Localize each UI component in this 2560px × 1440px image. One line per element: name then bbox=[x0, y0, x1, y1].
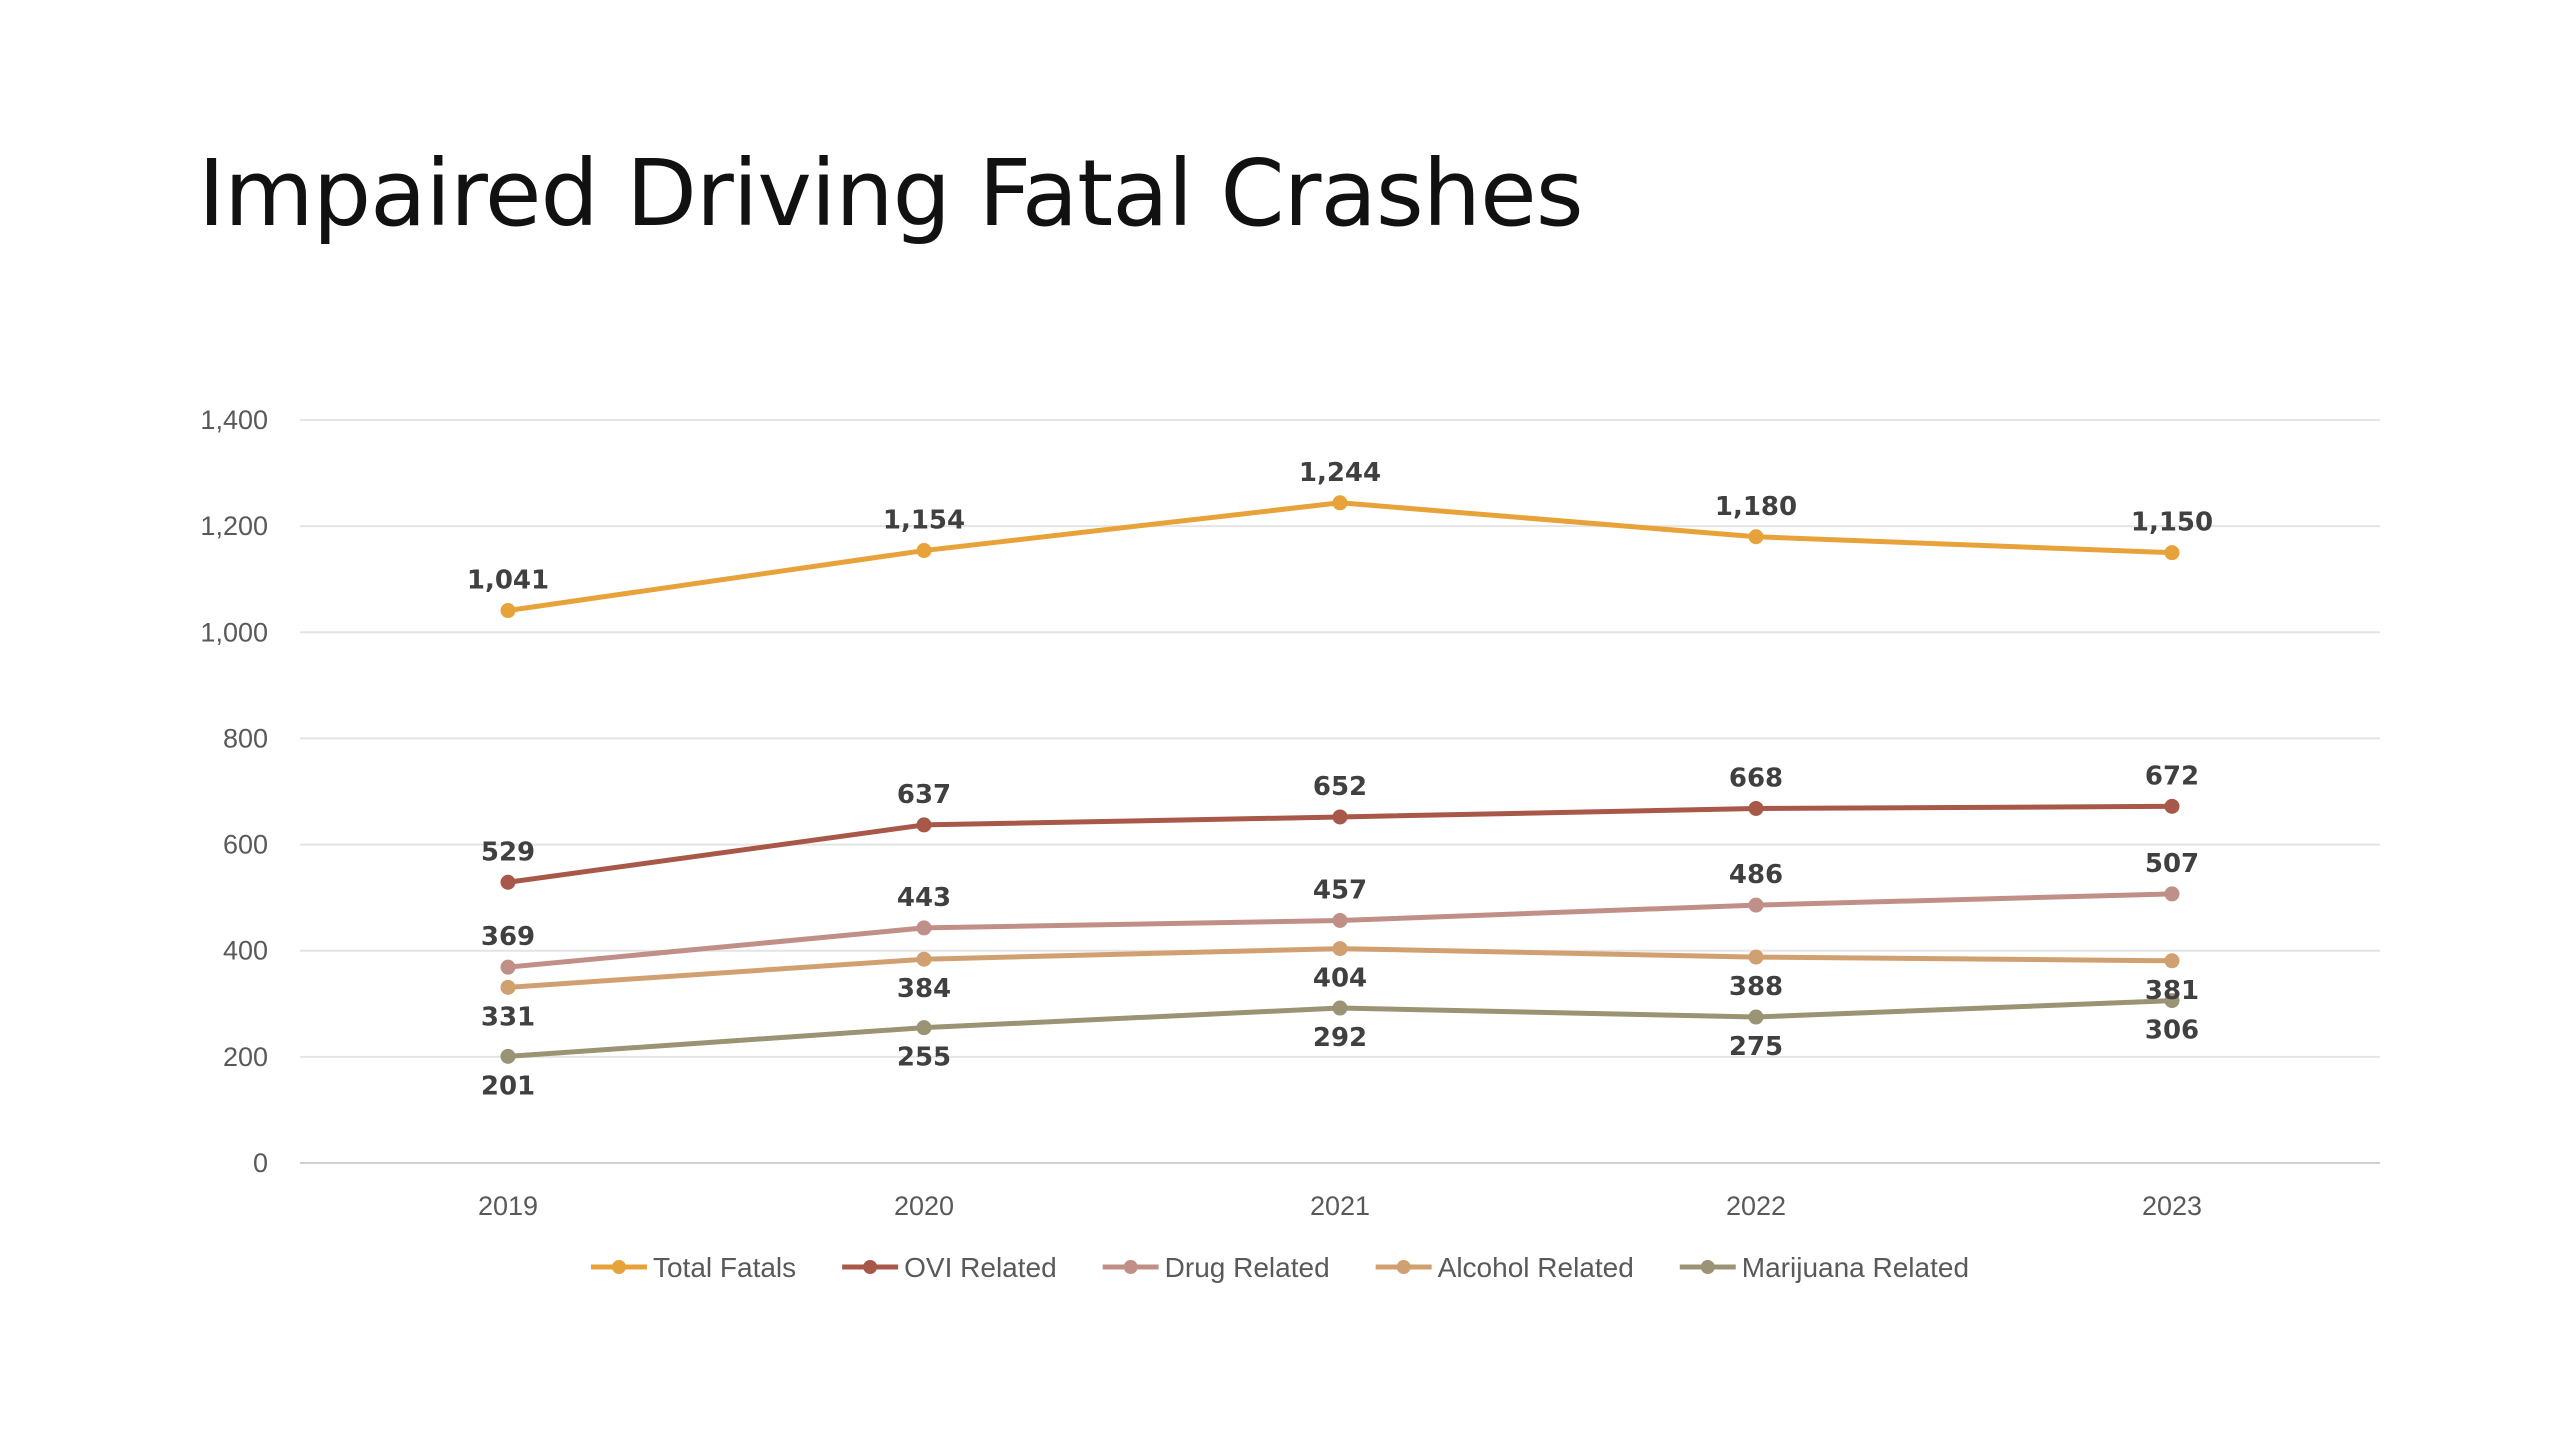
legend-item: Drug Related bbox=[1102, 1252, 1330, 1283]
data-point bbox=[1748, 800, 1764, 816]
data-point bbox=[500, 979, 516, 995]
data-label: 1,180 bbox=[1715, 492, 1797, 522]
data-label: 404 bbox=[1313, 964, 1367, 994]
data-label: 529 bbox=[481, 837, 535, 867]
x-tick-label: 2019 bbox=[478, 1191, 538, 1221]
data-point bbox=[916, 543, 932, 559]
legend-item: Total Fatals bbox=[590, 1252, 796, 1283]
legend-marker bbox=[1700, 1260, 1715, 1274]
legend: Total Fatals OVI Related Drug Related Alcoh… bbox=[590, 1252, 1969, 1283]
data-label: 255 bbox=[897, 1043, 951, 1073]
legend-item: OVI Related bbox=[842, 1252, 1057, 1283]
y-tick-label: 800 bbox=[223, 723, 268, 753]
y-tick-label: 1,200 bbox=[200, 511, 268, 541]
y-tick-label: 600 bbox=[223, 830, 268, 860]
data-label: 443 bbox=[897, 883, 951, 913]
legend-marker bbox=[863, 1260, 878, 1274]
series-line bbox=[505, 500, 2175, 614]
y-tick-label: 0 bbox=[253, 1148, 268, 1178]
x-tick-label: 2020 bbox=[894, 1191, 954, 1221]
y-tick-label: 1,400 bbox=[200, 405, 268, 435]
data-point bbox=[1332, 1000, 1348, 1016]
legend-item: Alcohol Related bbox=[1375, 1252, 1634, 1283]
data-label: 306 bbox=[2145, 1016, 2199, 1046]
legend-marker bbox=[1123, 1260, 1138, 1274]
data-point bbox=[500, 959, 516, 975]
data-label: 1,041 bbox=[467, 566, 549, 596]
data-label: 381 bbox=[2145, 976, 2199, 1006]
data-label: 1,154 bbox=[883, 506, 965, 536]
data-label: 201 bbox=[481, 1071, 535, 1101]
slide-title: Impaired Driving Fatal Crashes bbox=[198, 140, 1584, 247]
data-point bbox=[1332, 495, 1348, 511]
data-point bbox=[500, 874, 516, 890]
data-point bbox=[500, 1048, 516, 1064]
y-tick-label: 400 bbox=[223, 936, 268, 966]
data-point bbox=[1748, 949, 1764, 965]
data-label: 637 bbox=[897, 780, 951, 810]
data-label: 668 bbox=[1729, 763, 1783, 793]
data-label: 388 bbox=[1729, 972, 1783, 1002]
data-point bbox=[500, 603, 516, 619]
data-label: 292 bbox=[1313, 1023, 1367, 1053]
data-label: 369 bbox=[481, 922, 535, 952]
data-point bbox=[916, 1020, 932, 1036]
legend-marker bbox=[1396, 1260, 1411, 1274]
data-point bbox=[1748, 1009, 1764, 1025]
data-label: 331 bbox=[481, 1002, 535, 1032]
data-point bbox=[2164, 886, 2180, 902]
data-point bbox=[916, 951, 932, 967]
legend-label: Drug Related bbox=[1165, 1252, 1330, 1283]
data-point bbox=[1332, 912, 1348, 928]
y-tick-label: 1,000 bbox=[200, 617, 268, 647]
data-label: 457 bbox=[1313, 875, 1367, 905]
data-label: 1,244 bbox=[1299, 458, 1381, 488]
x-tick-label: 2021 bbox=[1310, 1191, 1370, 1221]
y-tick-label: 200 bbox=[223, 1042, 268, 1072]
data-point bbox=[2164, 545, 2180, 561]
data-label: 486 bbox=[1729, 860, 1783, 890]
legend-item: Marijuana Related bbox=[1679, 1252, 1969, 1283]
legend-label: Marijuana Related bbox=[1742, 1252, 1969, 1283]
data-labels: 1,041 1,154 1,244 1,180 1,150 529 637 652 668 672… bbox=[467, 458, 2213, 1102]
legend-label: Total Fatals bbox=[653, 1252, 796, 1283]
data-label: 652 bbox=[1313, 772, 1367, 802]
data-point bbox=[2164, 798, 2180, 814]
data-point bbox=[1748, 897, 1764, 913]
data-point bbox=[2164, 993, 2180, 1009]
legend-label: Alcohol Related bbox=[1438, 1252, 1634, 1283]
x-tick-label: 2022 bbox=[1726, 1191, 1786, 1221]
data-point bbox=[1748, 529, 1764, 545]
data-label: 507 bbox=[2145, 849, 2199, 879]
data-point bbox=[2164, 953, 2180, 969]
data-label: 275 bbox=[1729, 1032, 1783, 1062]
data-label: 384 bbox=[897, 974, 951, 1004]
data-point bbox=[1332, 809, 1348, 825]
series-group bbox=[500, 495, 2180, 1064]
x-axis: 2019 2020 2021 2022 2023 bbox=[478, 1191, 2202, 1221]
data-label: 1,150 bbox=[2131, 508, 2213, 538]
data-point bbox=[916, 817, 932, 833]
data-point bbox=[1332, 941, 1348, 957]
x-tick-label: 2023 bbox=[2142, 1191, 2202, 1221]
legend-label: OVI Related bbox=[904, 1252, 1057, 1283]
legend-marker bbox=[611, 1260, 626, 1274]
data-label: 672 bbox=[2145, 761, 2199, 791]
data-point bbox=[916, 920, 932, 936]
y-axis: 0 200 400 600 800 1,000 1,200 1,400 bbox=[200, 405, 268, 1178]
